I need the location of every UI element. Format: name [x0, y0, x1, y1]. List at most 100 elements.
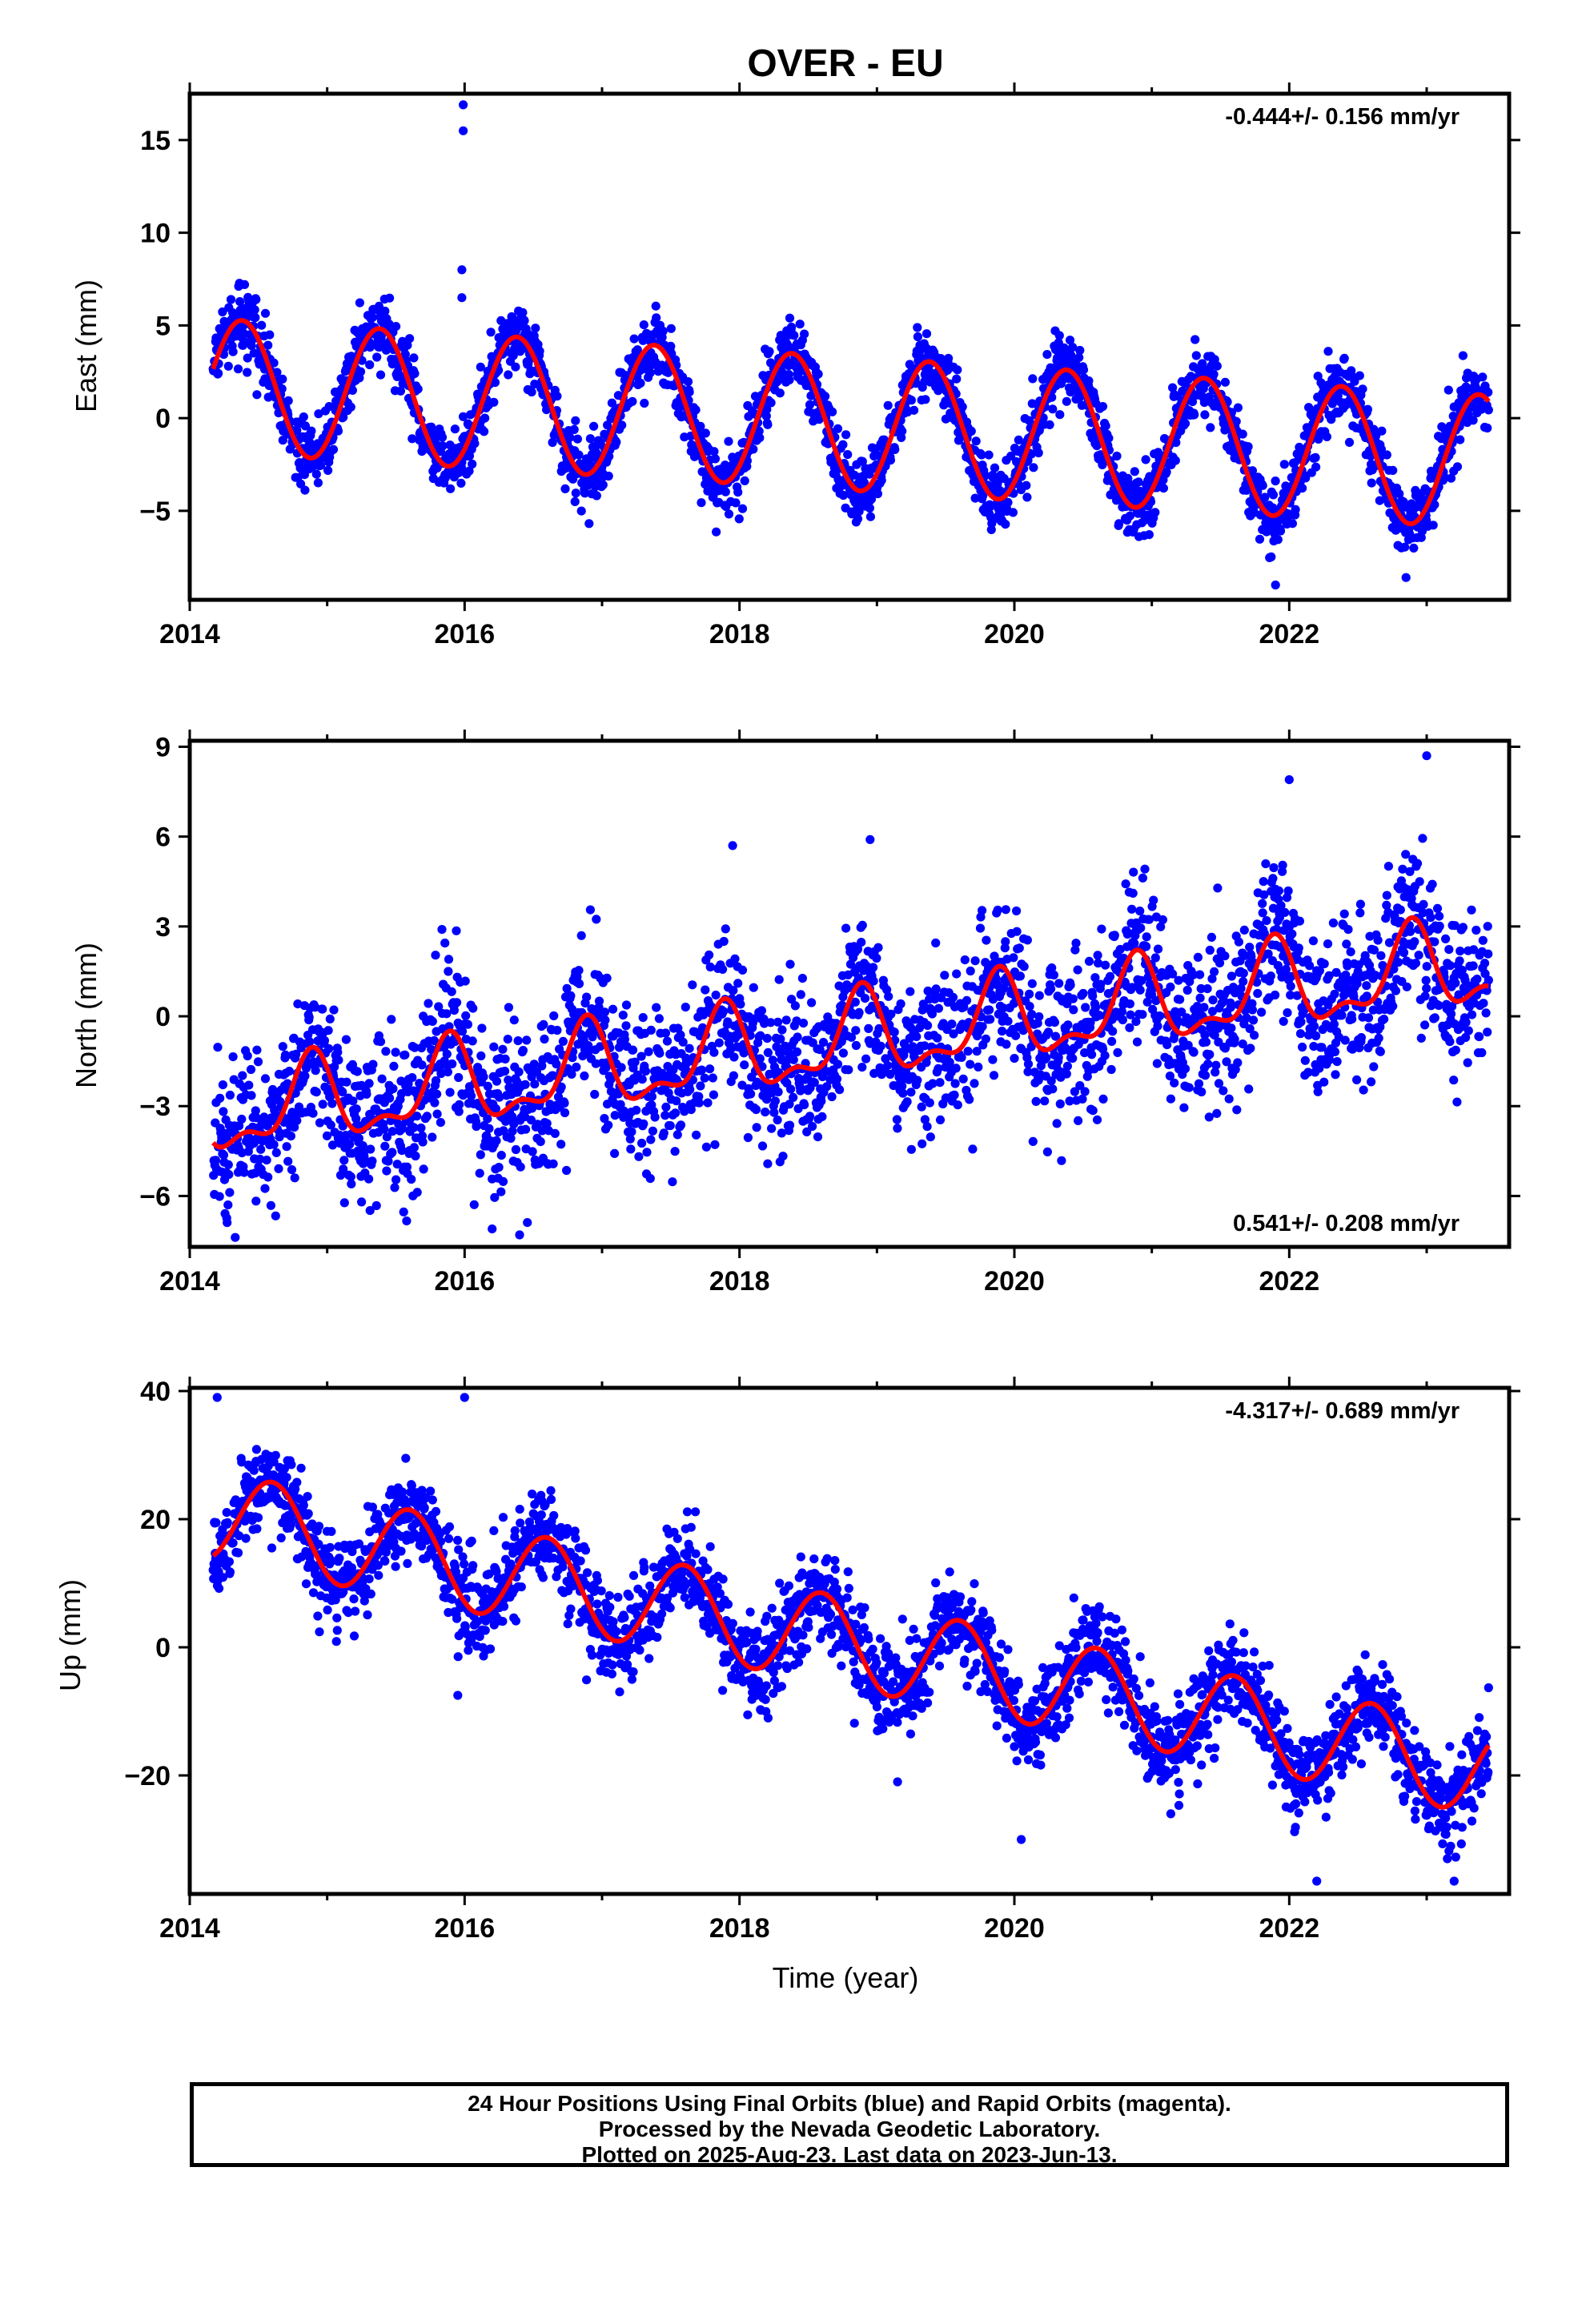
data-point [1211, 1060, 1221, 1070]
data-point [226, 295, 236, 304]
data-point [1002, 1039, 1011, 1049]
data-point [218, 1080, 227, 1090]
data-point [1179, 1103, 1189, 1112]
data-point [721, 487, 730, 497]
data-point [470, 439, 480, 448]
data-point [790, 1001, 801, 1011]
data-point [640, 398, 649, 408]
data-point [1047, 392, 1057, 402]
data-point [371, 1200, 381, 1211]
data-point [1070, 945, 1080, 955]
data-point [990, 463, 1000, 472]
data-point [630, 1057, 640, 1067]
data-point [380, 306, 390, 316]
data-point [416, 1123, 426, 1133]
data-point [1296, 1017, 1306, 1027]
data-point [375, 1037, 386, 1047]
data-point [576, 506, 586, 516]
data-point [1456, 435, 1465, 444]
data-point [367, 1156, 377, 1166]
data-point [1048, 404, 1058, 414]
data-point [1446, 473, 1456, 483]
data-point [231, 1252, 239, 1261]
data-point [1257, 1007, 1267, 1017]
data-point [1025, 989, 1034, 999]
data-point [906, 1144, 916, 1154]
data-point [864, 1023, 873, 1033]
data-point [412, 1188, 422, 1197]
data-point [500, 1067, 510, 1076]
data-point [219, 1150, 229, 1160]
data-point [774, 975, 784, 984]
data-point [400, 1050, 410, 1059]
data-point [892, 1115, 901, 1124]
data-point [802, 1127, 812, 1136]
data-point [1009, 953, 1018, 963]
data-point [989, 1071, 999, 1080]
data-point [869, 963, 878, 972]
data-point [396, 386, 405, 396]
data-point [1098, 460, 1107, 470]
data-point [494, 1163, 504, 1172]
data-point [247, 1091, 256, 1100]
data-point [1260, 493, 1270, 502]
data-point [1062, 396, 1071, 406]
data-point [454, 1107, 464, 1116]
data-point [495, 1092, 504, 1102]
data-point [922, 1122, 932, 1132]
data-point [705, 962, 715, 972]
data-point [1190, 410, 1199, 420]
data-point [434, 1002, 444, 1011]
data-point [442, 1009, 452, 1019]
data-point [1300, 1055, 1310, 1065]
data-point [1086, 1018, 1095, 1027]
data-point [685, 388, 694, 397]
data-point [962, 995, 972, 1005]
data-point [1118, 1015, 1127, 1025]
data-point [947, 1019, 957, 1029]
data-point [621, 1000, 632, 1010]
data-point [873, 489, 882, 499]
data-point [661, 1111, 670, 1120]
data-point [1040, 1096, 1050, 1106]
data-point [484, 1124, 494, 1133]
data-point [237, 1114, 247, 1124]
data-point [483, 1114, 492, 1124]
data-point [1075, 1081, 1085, 1091]
data-point [1149, 895, 1158, 905]
data-point [489, 1042, 499, 1051]
data-point [278, 1042, 287, 1051]
data-point [1001, 905, 1010, 915]
data-point [1239, 977, 1248, 987]
data-point [1168, 383, 1178, 392]
data-point [454, 1072, 464, 1083]
data-point [723, 1017, 733, 1027]
data-point [953, 1100, 962, 1110]
data-point [1232, 1105, 1242, 1115]
data-point [431, 1076, 441, 1086]
data-point [639, 1119, 648, 1128]
data-point [708, 1073, 717, 1083]
data-point [718, 964, 728, 974]
data-point [1199, 1003, 1209, 1012]
data-point [562, 1165, 572, 1176]
data-point [496, 1187, 506, 1196]
data-point [1224, 1094, 1234, 1104]
data-point [558, 1036, 568, 1046]
data-point [436, 1118, 446, 1128]
data-point [307, 426, 316, 436]
data-point [1015, 971, 1025, 981]
data-point [696, 1081, 705, 1091]
data-point [243, 1051, 252, 1061]
data-point [1026, 449, 1036, 459]
data-point [1430, 500, 1439, 509]
data-point [364, 1079, 374, 1088]
data-point [628, 1045, 638, 1055]
data-point [260, 1184, 270, 1193]
data-point [754, 426, 764, 436]
data-point [243, 368, 252, 377]
data-point [436, 1068, 446, 1079]
data-point [431, 951, 440, 960]
data-point [644, 1047, 653, 1056]
data-point [1175, 995, 1185, 1004]
